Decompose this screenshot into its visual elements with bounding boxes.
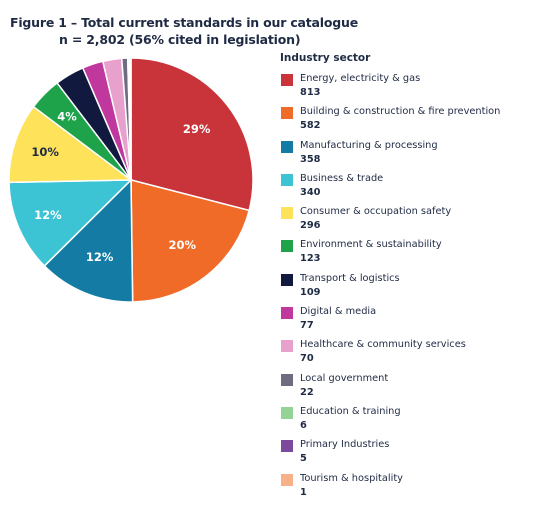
- legend-count: 109: [300, 286, 321, 298]
- slice-label-4: 10%: [31, 145, 59, 159]
- legend-swatch: [281, 173, 293, 186]
- legend-swatch: [281, 207, 293, 220]
- slice-label-3: 12%: [34, 208, 62, 222]
- pie-slice-2: [43, 178, 134, 303]
- legend-label: Environment & sustainability: [300, 239, 442, 251]
- legend-item: Building & construction & fire preventio…: [280, 106, 544, 139]
- legend-item: Energy, electricity & gas 813: [280, 73, 544, 106]
- legend-label: Healthcare & community services: [300, 339, 466, 351]
- legend-count: 340: [300, 186, 321, 198]
- legend-item: Primary Industries 5: [280, 439, 544, 472]
- legend-label: Local government: [300, 372, 389, 384]
- legend: Industry sector Energy, electricity & ga…: [280, 52, 544, 506]
- legend-title: Industry sector: [280, 52, 371, 64]
- legend-count: 123: [300, 253, 321, 265]
- legend-label: Energy, electricity & gas: [300, 73, 421, 84]
- legend-swatch: [281, 107, 293, 120]
- legend-item: Digital & media 77: [280, 306, 544, 339]
- pie-slice-1: [130, 179, 251, 303]
- legend-swatch: [281, 373, 293, 386]
- slice-label-1: 20%: [169, 238, 197, 252]
- legend-item: Environment & sustainability 123: [280, 239, 544, 272]
- slice-label-5: 4%: [57, 109, 77, 123]
- legend-count: 70: [300, 353, 314, 365]
- figure-title-line-1: Figure 1 – Total current standards in ou…: [10, 15, 358, 30]
- legend-label: Building & construction & fire preventio…: [300, 106, 501, 118]
- pie-slice-3: [8, 179, 133, 267]
- legend-label: Business & trade: [300, 172, 384, 184]
- legend-label: Primary Industries: [300, 439, 390, 451]
- legend-label: Manufacturing & processing: [300, 139, 438, 151]
- legend-item: Business & trade 340: [280, 173, 544, 206]
- pie-slice-4: [8, 105, 134, 184]
- legend-count: 6: [300, 419, 307, 431]
- legend-swatch: [281, 440, 293, 453]
- legend-swatch: [281, 473, 293, 486]
- legend-item: Healthcare & community services 70: [280, 339, 544, 372]
- legend-count: 22: [300, 386, 314, 398]
- legend-item: Local government 22: [280, 373, 544, 406]
- legend-label: Education & training: [300, 405, 401, 417]
- slice-label-2: 12%: [86, 250, 114, 264]
- legend-swatch: [281, 340, 293, 353]
- legend-swatch: [281, 406, 293, 419]
- legend-item: Transport & logistics 109: [280, 273, 544, 306]
- legend-count: 582: [300, 120, 321, 132]
- legend-count: 296: [300, 220, 321, 232]
- legend-swatch: [281, 307, 293, 320]
- figure-subtitle: n = 2,802 (56% cited in legislation): [59, 32, 301, 47]
- legend-label: Transport & logistics: [300, 272, 400, 284]
- legend-count: 5: [300, 453, 307, 465]
- legend-count: 1: [300, 486, 307, 498]
- legend-item: Consumer & occupation safety 296: [280, 206, 544, 239]
- legend-count: 358: [300, 153, 321, 165]
- legend-count: 77: [300, 320, 314, 332]
- legend-label: Tourism & hospitality: [300, 472, 403, 484]
- legend-item: Tourism & hospitality 1: [280, 473, 544, 506]
- slice-label-0: 29%: [183, 122, 211, 136]
- legend-label: Consumer & occupation safety: [300, 206, 452, 218]
- legend-swatch: [281, 140, 293, 153]
- legend-swatch: [281, 240, 293, 253]
- legend-item: Education & training 6: [280, 406, 544, 439]
- pie-slice-0: [130, 57, 254, 212]
- pie-chart: 29% 20% 12% 12% 10% 4%: [8, 57, 254, 303]
- legend-count: 813: [300, 87, 321, 98]
- legend-swatch: [281, 273, 293, 286]
- legend-swatch: [281, 74, 293, 86]
- legend-label: Digital & media: [300, 306, 377, 318]
- figure-title: Figure 1 – Total current standards in ou…: [10, 14, 358, 48]
- legend-item: Manufacturing & processing 358: [280, 140, 544, 173]
- legend-items: Energy, electricity & gas 813 Building & c…: [280, 73, 544, 506]
